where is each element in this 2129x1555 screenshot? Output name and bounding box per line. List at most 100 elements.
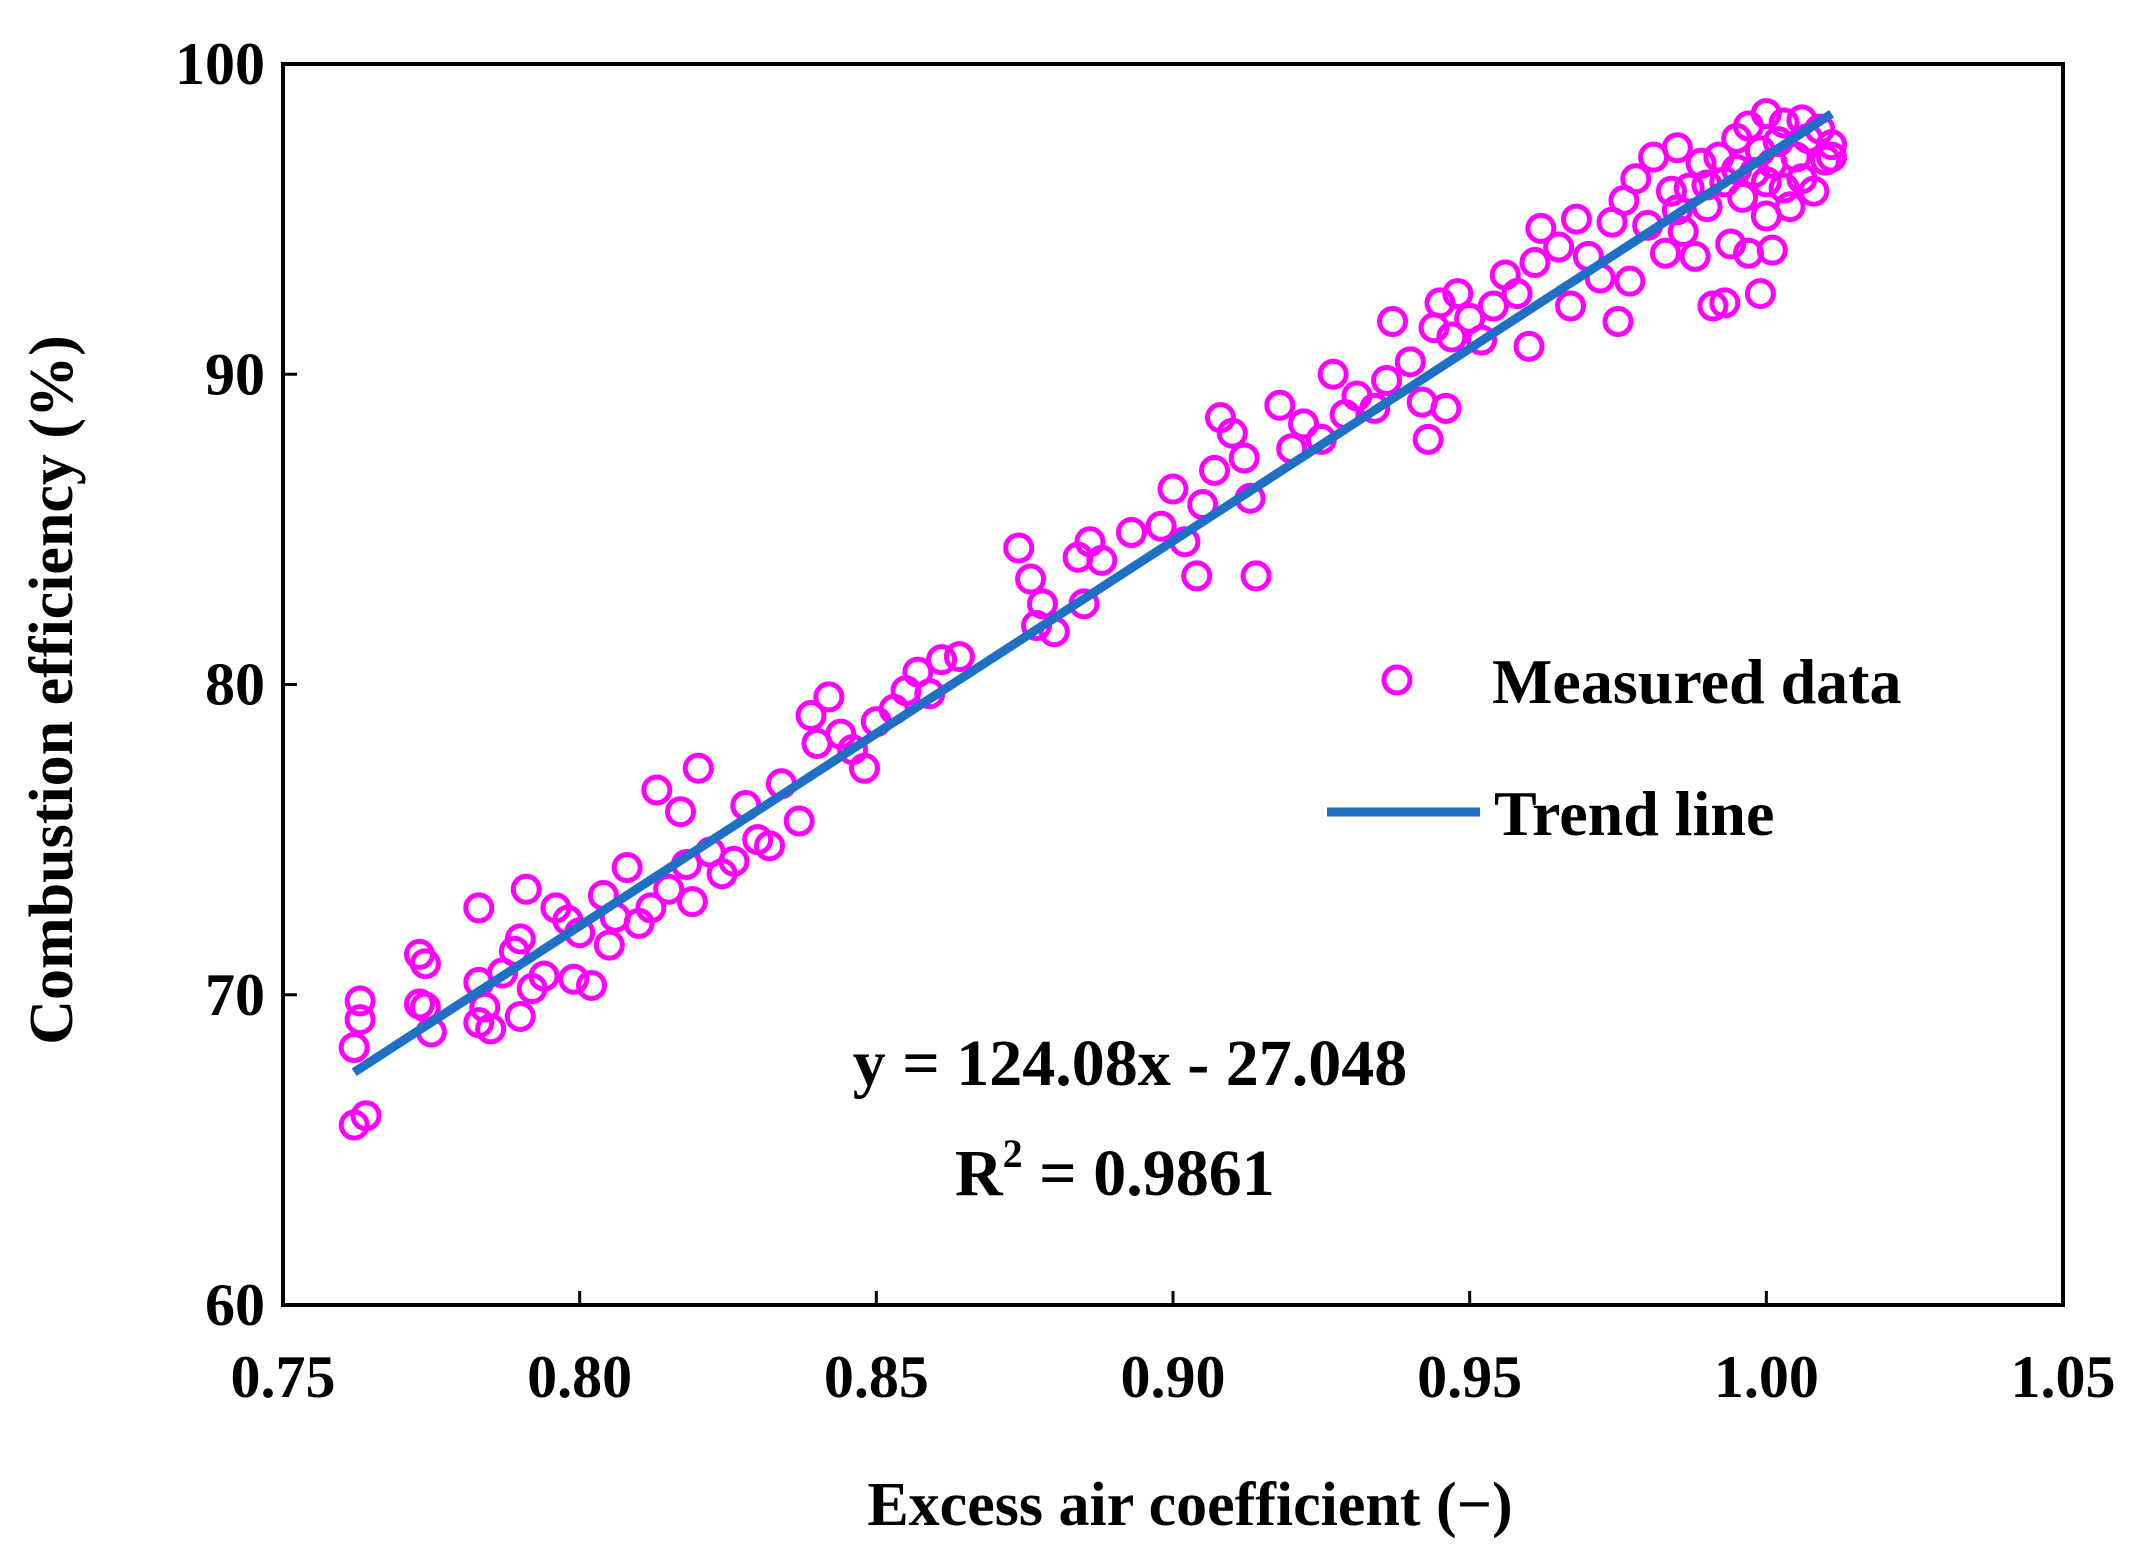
data-point	[1679, 240, 1711, 272]
data-point	[1181, 560, 1213, 592]
x-tick-label: 0.75	[231, 1344, 336, 1410]
data-point	[641, 774, 673, 806]
legend-marker-measured	[1381, 664, 1413, 696]
y-tick-label: 90	[205, 341, 265, 407]
data-point	[1228, 442, 1260, 474]
data-point	[1359, 392, 1391, 424]
y-tick-label: 80	[205, 652, 265, 718]
data-point	[682, 752, 714, 784]
legend: Measured data Trend line	[1327, 646, 1901, 849]
data-point	[409, 948, 441, 980]
data-point	[1264, 389, 1296, 421]
data-point	[1317, 358, 1349, 390]
x-tick-label: 0.90	[1121, 1344, 1226, 1410]
data-point	[344, 1004, 376, 1036]
data-point	[1525, 212, 1557, 244]
data-point	[795, 700, 827, 732]
data-point	[611, 852, 643, 884]
x-tick-label: 0.85	[824, 1344, 929, 1410]
data-point	[943, 641, 975, 673]
data-point	[1513, 330, 1545, 362]
data-point	[926, 644, 958, 676]
data-point	[593, 929, 625, 961]
data-point	[1798, 175, 1830, 207]
data-point	[463, 892, 495, 924]
data-point	[1661, 132, 1693, 164]
data-point	[504, 1000, 536, 1032]
data-point	[1555, 290, 1587, 322]
data-point	[1442, 278, 1474, 310]
data-point	[475, 1013, 507, 1045]
data-point	[783, 805, 815, 837]
data-point	[665, 796, 697, 828]
data-point	[1015, 563, 1047, 595]
data-point	[1620, 163, 1652, 195]
data-point	[1816, 141, 1848, 173]
trend-line	[351, 109, 1835, 1077]
data-point	[1774, 191, 1806, 223]
data-point	[1199, 454, 1231, 486]
data-point	[350, 1100, 382, 1132]
legend-label-measured: Measured data	[1492, 646, 1901, 717]
y-axis-title: Combustion efficiency (%)	[18, 335, 86, 1044]
data-point	[1750, 98, 1782, 130]
data-point	[1157, 473, 1189, 505]
data-point	[653, 873, 685, 905]
y-tick-label: 100	[175, 31, 265, 97]
data-point	[1377, 306, 1409, 338]
x-axis-title: Excess air coefficient (−)	[867, 1471, 1512, 1539]
data-point	[1768, 107, 1800, 139]
data-point	[1145, 510, 1177, 542]
measured-data-points	[338, 98, 1848, 1141]
data-point	[1288, 408, 1320, 440]
data-point	[1768, 172, 1800, 204]
x-tick-label: 0.80	[527, 1344, 632, 1410]
y-tick-label: 70	[205, 962, 265, 1028]
data-point	[1026, 588, 1058, 620]
data-point	[635, 892, 667, 924]
data-point	[1816, 129, 1848, 161]
data-point	[1560, 203, 1592, 235]
legend-label-trend: Trend line	[1494, 778, 1774, 849]
data-point	[1430, 392, 1462, 424]
data-point	[1216, 417, 1248, 449]
y-tick-label: 60	[205, 1272, 265, 1338]
trend-equation: y = 124.08x - 27.048	[853, 1027, 1408, 1100]
data-point	[1727, 181, 1759, 213]
r-squared: R2 = 0.9861	[955, 1131, 1275, 1210]
data-point	[1466, 324, 1498, 356]
data-point	[1543, 231, 1575, 263]
data-point	[848, 752, 880, 784]
data-point	[1709, 287, 1741, 319]
x-tick-label: 0.95	[1417, 1344, 1522, 1410]
data-point	[338, 1031, 370, 1063]
data-point	[1240, 560, 1272, 592]
data-point	[558, 963, 590, 995]
x-axis-ticks: 0.75 0.80 0.85 0.90 0.95 1.00 1.05	[231, 1291, 2116, 1410]
data-point	[1744, 278, 1776, 310]
data-point	[1115, 516, 1147, 548]
data-point	[813, 681, 845, 713]
data-point	[528, 960, 560, 992]
data-point	[1086, 544, 1118, 576]
y-axis-ticks: 60 70 80 90 100	[175, 31, 297, 1338]
data-point	[1477, 290, 1509, 322]
data-point	[504, 923, 536, 955]
data-point	[1371, 364, 1403, 396]
data-point	[1519, 247, 1551, 279]
data-point	[754, 830, 786, 862]
data-point	[1614, 265, 1646, 297]
data-point	[576, 969, 608, 1001]
data-point	[1649, 237, 1681, 269]
data-point	[1412, 423, 1444, 455]
data-point	[1602, 306, 1634, 338]
data-point	[1750, 166, 1782, 198]
data-point	[1655, 175, 1687, 207]
data-point	[510, 873, 542, 905]
data-point	[1424, 287, 1456, 319]
data-point	[676, 886, 708, 918]
data-point	[1501, 278, 1533, 310]
x-tick-label: 1.05	[2011, 1344, 2116, 1410]
data-point	[1394, 346, 1426, 378]
